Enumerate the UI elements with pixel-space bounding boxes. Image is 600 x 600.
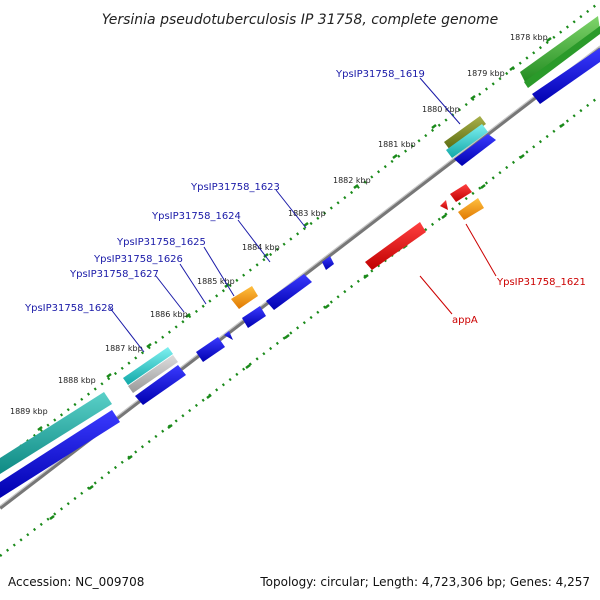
gene-feature[interactable] [532, 48, 600, 104]
tick-label: 1886 kbp [150, 310, 188, 319]
tick-label: 1880 kbp [422, 105, 460, 114]
gene-feature[interactable] [231, 286, 258, 309]
inner-major-ticks [49, 123, 565, 520]
tick-label: 1879 kbp [467, 69, 505, 78]
tick-label: 1885 kbp [197, 277, 235, 286]
gene-feature[interactable] [450, 184, 472, 202]
gene-label[interactable]: appA [452, 315, 478, 326]
gene-feature[interactable] [365, 222, 426, 270]
tick-label: 1878 kbp [510, 33, 548, 42]
blue-genes [0, 48, 600, 498]
map-title: Yersinia pseudotuberculosis IP 31758, co… [102, 12, 499, 28]
outer-ruler [0, 1, 600, 463]
gene-label[interactable]: YpsIP31758_1624 [151, 211, 241, 222]
gene-feature[interactable] [242, 306, 266, 328]
gene-feature[interactable] [454, 134, 496, 166]
gene-feature[interactable] [196, 337, 225, 362]
tick-label: 1883 kbp [288, 209, 326, 218]
tick-label: 1889 kbp [10, 407, 48, 416]
tick-label: 1888 kbp [58, 376, 96, 385]
gene-feature[interactable] [128, 355, 178, 393]
tick-label: 1881 kbp [378, 140, 416, 149]
gene-feature[interactable] [0, 392, 112, 474]
gene-feature[interactable] [524, 26, 600, 88]
gene-feature[interactable] [123, 347, 173, 385]
gene-feature[interactable] [444, 116, 486, 150]
gene-labels: YpsIP31758_1619 YpsIP31758_1623 YpsIP317… [24, 69, 586, 326]
gene-feature[interactable] [224, 331, 233, 340]
gene-feature[interactable] [458, 198, 484, 220]
gene-label[interactable]: YpsIP31758_1625 [116, 237, 206, 248]
inner-ruler [0, 95, 600, 557]
tick-label: 1887 kbp [105, 344, 143, 353]
gene-label[interactable]: YpsIP31758_1626 [93, 254, 183, 265]
gene-label[interactable]: YpsIP31758_1623 [190, 182, 280, 193]
gene-feature[interactable] [0, 410, 120, 498]
gene-label[interactable]: YpsIP31758_1627 [69, 269, 159, 280]
tick-labels: 1878 kbp 1879 kbp 1880 kbp 1881 kbp 1882… [10, 33, 548, 416]
genome-summary: Topology: circular; Length: 4,723,306 bp… [259, 575, 590, 589]
gene-feature[interactable] [440, 200, 448, 210]
major-ticks [37, 37, 552, 431]
tick-label: 1882 kbp [333, 176, 371, 185]
gene-feature[interactable] [266, 274, 312, 310]
gene-label[interactable]: YpsIP31758_1621 [496, 277, 586, 288]
gene-label[interactable]: YpsIP31758_1619 [335, 69, 425, 80]
gene-feature[interactable] [520, 16, 600, 84]
tick-label: 1884 kbp [242, 243, 280, 252]
accession-text: Accession: NC_009708 [8, 575, 144, 589]
forward-features [0, 16, 600, 474]
callout-lines [109, 77, 497, 353]
gene-feature[interactable] [446, 124, 488, 158]
gene-feature[interactable] [135, 365, 186, 405]
gene-feature[interactable] [322, 256, 334, 270]
gene-label[interactable]: YpsIP31758_1628 [24, 303, 114, 314]
reverse-features [365, 184, 484, 270]
